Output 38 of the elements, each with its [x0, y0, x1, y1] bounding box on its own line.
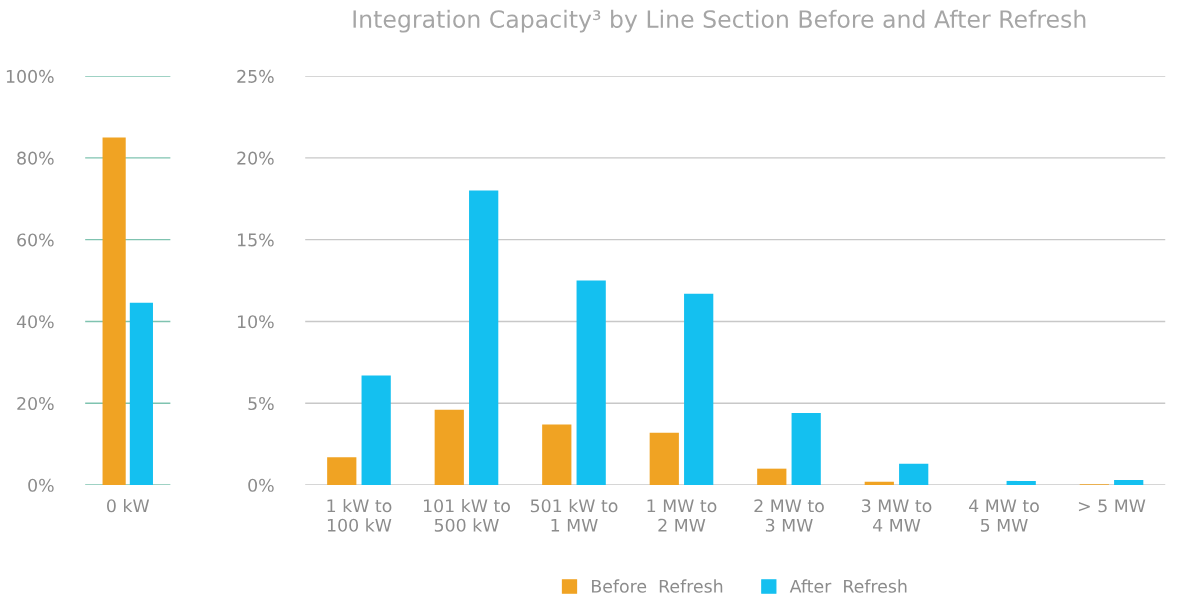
- bar: [649, 432, 679, 486]
- y-tick-label: 5%: [248, 396, 274, 411]
- legend-label: After Refresh: [789, 579, 907, 593]
- bar: [361, 375, 391, 486]
- y-tick-label: 40%: [16, 315, 54, 329]
- y-tick-label: 100%: [6, 69, 54, 83]
- bar: [1006, 480, 1036, 486]
- bar: [684, 293, 714, 486]
- y-tick-label: 60%: [17, 233, 54, 247]
- x-tick-label: 1 kW to 100 kW: [327, 498, 392, 532]
- x-tick-label: 501 kW to 1 MW: [530, 498, 618, 532]
- legend-label: Before Refresh: [592, 579, 723, 593]
- y-tick-label: 0%: [28, 478, 54, 492]
- chart-title: Integration Capacity³ by Line Section Before and After Refresh: [353, 9, 1086, 33]
- bar: [469, 190, 499, 486]
- bar: [791, 413, 821, 486]
- y-tick-label: 0%: [248, 478, 274, 492]
- y-tick-label: 15%: [237, 233, 274, 247]
- x-tick-label: 101 kW to 500 kW: [423, 498, 510, 532]
- x-tick-label: > 5 MW: [1078, 499, 1146, 513]
- bar: [864, 481, 894, 486]
- bar: [327, 457, 357, 486]
- y-tick-label: 80%: [17, 151, 54, 165]
- y-tick-label: 20%: [237, 151, 274, 165]
- x-tick-label: 0 kW: [107, 498, 150, 513]
- x-tick-label: 3 MW to 4 MW: [861, 499, 932, 532]
- bar: [576, 280, 606, 486]
- y-tick-label: 25%: [237, 69, 274, 83]
- bar: [757, 468, 787, 486]
- y-tick-label: 20%: [17, 396, 54, 411]
- bar: [542, 424, 572, 486]
- bar: [1114, 480, 1144, 486]
- x-tick-label: 4 MW to 5 MW: [969, 499, 1039, 532]
- bar: [899, 463, 929, 486]
- y-tick-label: 10%: [237, 315, 274, 329]
- bar: [434, 409, 464, 486]
- x-tick-label: 2 MW to 3 MW: [754, 499, 824, 532]
- x-tick-label: 1 MW to 2 MW: [647, 499, 717, 532]
